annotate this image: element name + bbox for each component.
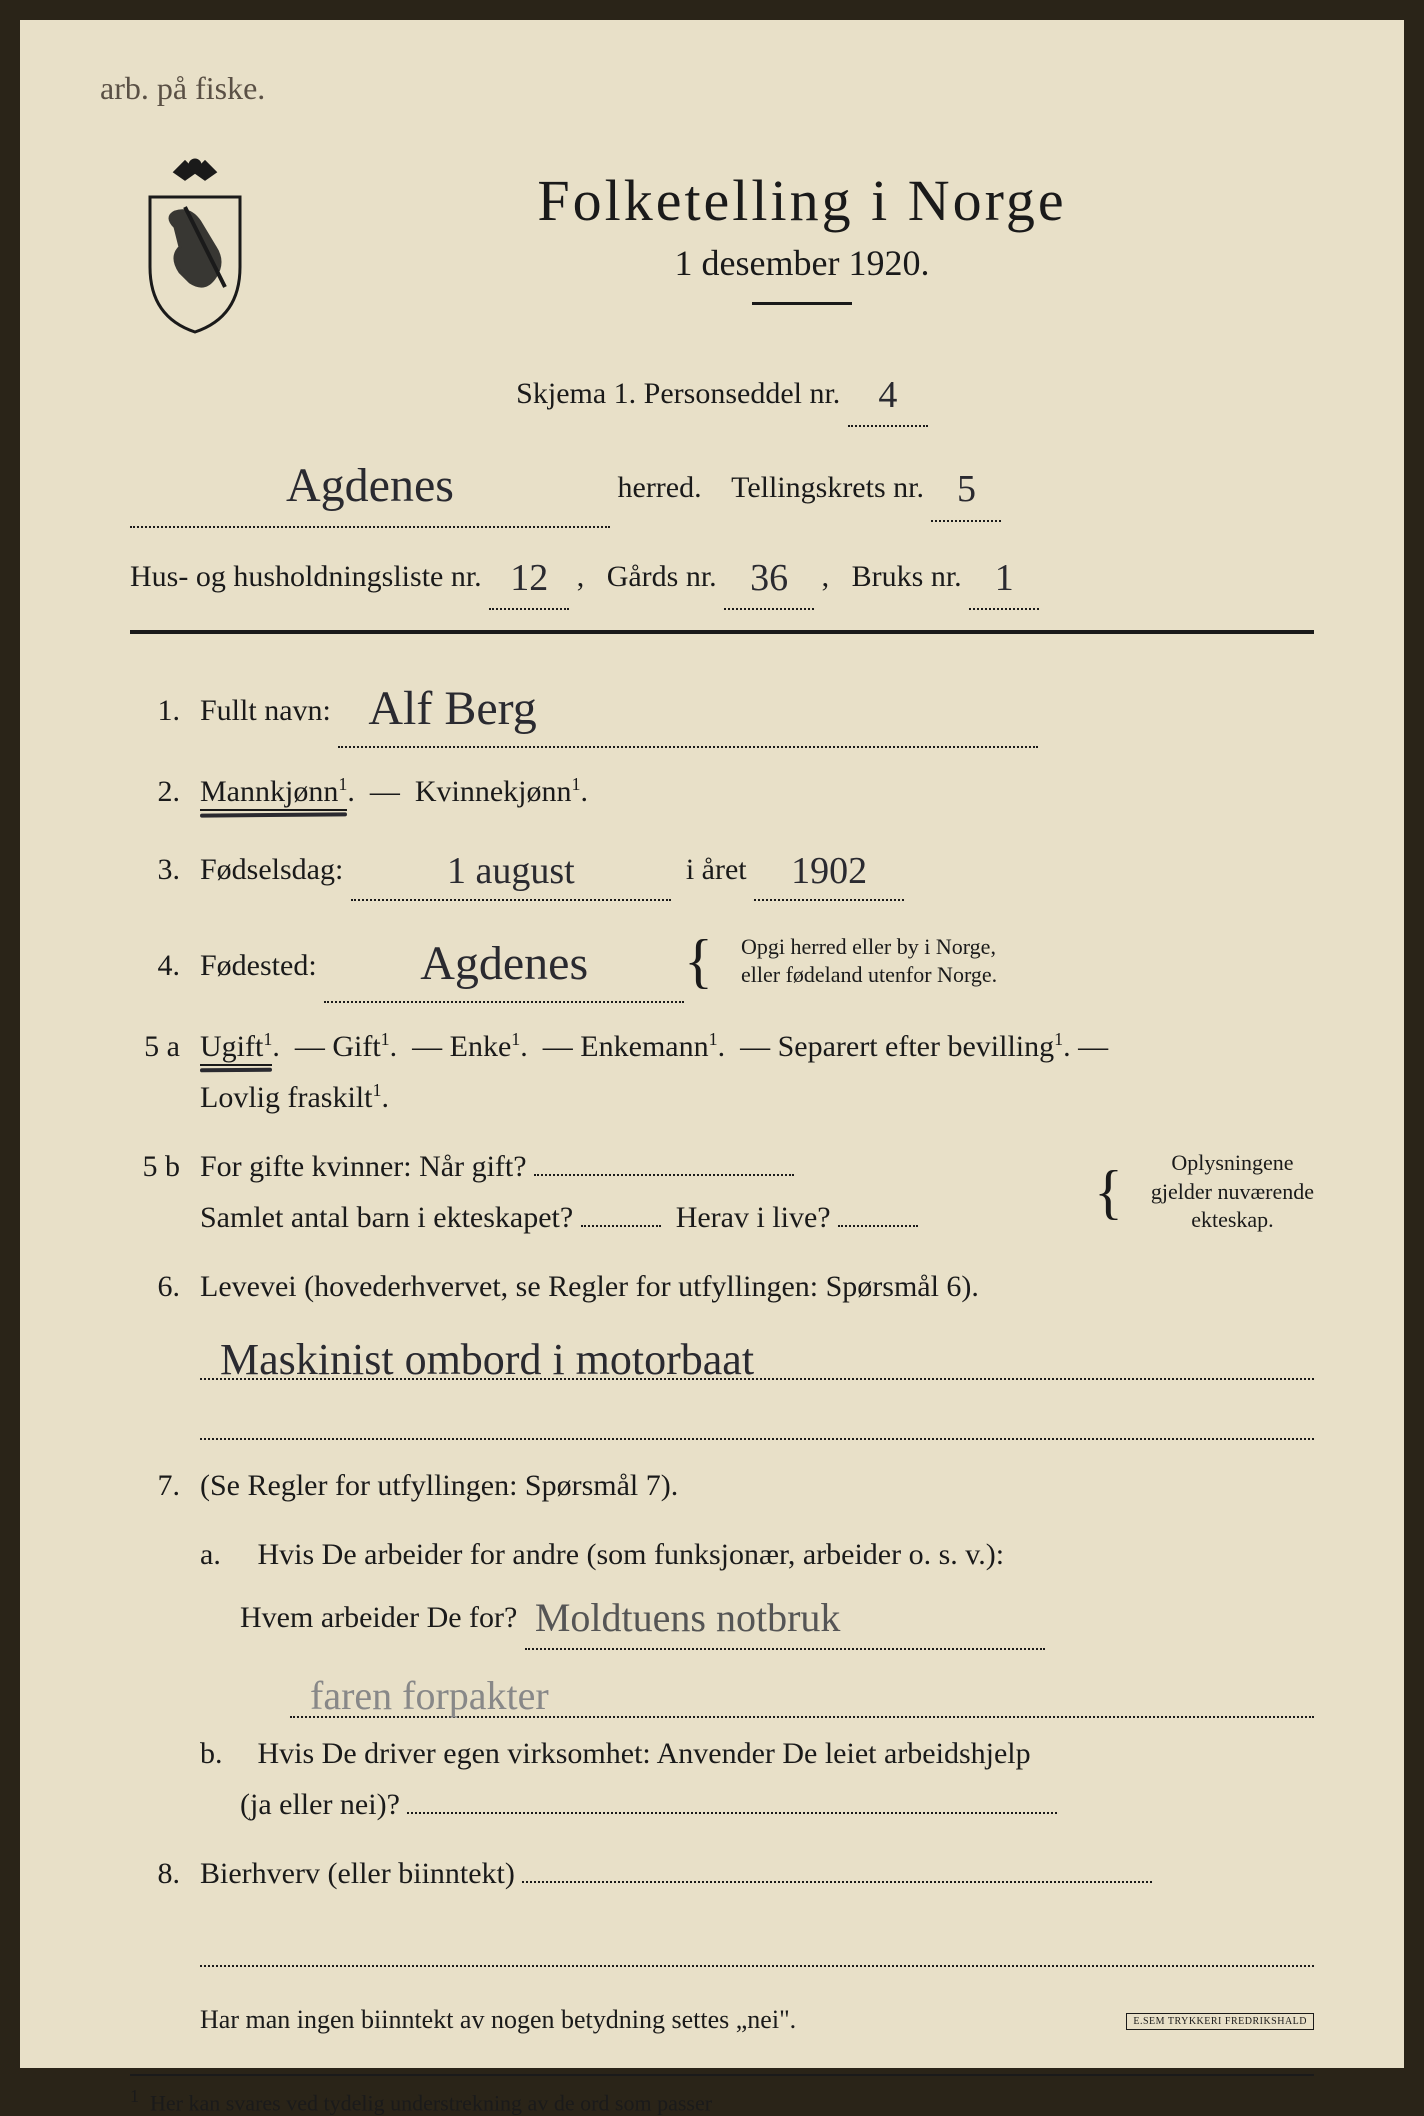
q5a-enkemann: Enkemann bbox=[580, 1030, 708, 1063]
brace-icon: { bbox=[684, 937, 713, 985]
q5b-label2: Samlet antal barn i ekteskapet? bbox=[200, 1201, 573, 1234]
q5b-note: Oplysningene gjelder nuværende ekteskap. bbox=[1151, 1149, 1314, 1235]
bruks-label: Bruks nr. bbox=[852, 560, 962, 593]
gards-label: Gårds nr. bbox=[607, 560, 717, 593]
q6: 6. Levevei (hovederhvervet, se Regler fo… bbox=[130, 1261, 1314, 1312]
q7a-value2: faren forpakter bbox=[310, 1672, 549, 1718]
q5a-enke: Enke bbox=[450, 1030, 512, 1063]
q3-day: 1 august bbox=[447, 850, 575, 892]
q4: 4. Fødested: Agdenes { Opgi herred eller… bbox=[130, 919, 1314, 1003]
q5a-separert: Separert efter bevilling bbox=[778, 1030, 1055, 1063]
document-page: arb. på fiske. Folketelling i Norge 1 de… bbox=[20, 20, 1404, 2068]
margin-note: arb. på fiske. bbox=[100, 70, 1314, 107]
q8-num: 8. bbox=[130, 1848, 200, 1899]
title-rule bbox=[752, 302, 852, 305]
section-rule bbox=[130, 630, 1314, 634]
q5b-label3: Herav i live? bbox=[676, 1201, 831, 1234]
q5b-label1: For gifte kvinner: Når gift? bbox=[200, 1150, 527, 1183]
q5a-fraskilt: Lovlig fraskilt bbox=[200, 1081, 372, 1114]
hus-value: 12 bbox=[510, 557, 548, 599]
q3: 3. Fødselsdag: 1 august i året 1902 bbox=[130, 835, 1314, 902]
hus-line: Hus- og husholdningsliste nr. 12 , Gårds… bbox=[130, 540, 1314, 610]
title-block: Folketelling i Norge 1 desember 1920. bbox=[290, 147, 1314, 335]
q2-kvinne: Kvinnekjønn1 bbox=[415, 775, 581, 808]
herred-value: Agdenes bbox=[286, 459, 454, 512]
q7b-label: Hvis De driver egen virksomhet: Anvender… bbox=[258, 1737, 1031, 1770]
q4-num: 4. bbox=[130, 940, 200, 991]
herred-label: herred. bbox=[618, 471, 702, 504]
q5a-gift: Gift bbox=[332, 1030, 380, 1063]
q3-mid: i året bbox=[686, 853, 747, 886]
printer-mark: E.SEM TRYKKERI FREDRIKSHALD bbox=[1126, 2013, 1314, 2030]
brace-icon: { bbox=[1094, 1168, 1123, 1216]
q7-num: 7. bbox=[130, 1460, 200, 1511]
herred-line: Agdenes herred. Tellingskrets nr. 5 bbox=[130, 439, 1314, 527]
footer-rule bbox=[130, 2074, 1314, 2076]
krets-value: 5 bbox=[957, 468, 976, 510]
coat-of-arms-icon bbox=[130, 157, 260, 337]
q3-num: 3. bbox=[130, 844, 200, 895]
q7a-label: Hvis De arbeider for andre (som funksjon… bbox=[258, 1538, 1005, 1571]
footnote: 1 Her kan svares ved tydelig understrekn… bbox=[130, 2086, 1314, 2116]
q7b: b. Hvis De driver egen virksomhet: Anven… bbox=[130, 1728, 1314, 1830]
q5a-ugift: Ugift1 bbox=[200, 1030, 272, 1066]
q2-mann: Mannkjønn1 bbox=[200, 775, 347, 811]
q6-line1: Maskinist ombord i motorbaat bbox=[200, 1330, 1314, 1380]
q2: 2. Mannkjønn1. — Kvinnekjønn1. bbox=[130, 766, 1314, 817]
bruks-value: 1 bbox=[995, 557, 1014, 599]
q4-value: Agdenes bbox=[420, 937, 588, 990]
q6-label: Levevei (hovederhvervet, se Regler for u… bbox=[200, 1270, 979, 1303]
q5a-num: 5 a bbox=[130, 1021, 200, 1072]
gards-value: 36 bbox=[750, 557, 788, 599]
q1-label: Fullt navn: bbox=[200, 694, 331, 727]
q7-label: (Se Regler for utfyllingen: Spørsmål 7). bbox=[200, 1469, 678, 1502]
schema-line: Skjema 1. Personseddel nr. 4 bbox=[130, 357, 1314, 427]
q6-value: Maskinist ombord i motorbaat bbox=[220, 1334, 754, 1380]
q2-num: 2. bbox=[130, 766, 200, 817]
q5b: 5 b For gifte kvinner: Når gift? Samlet … bbox=[130, 1141, 1314, 1243]
q4-note: Opgi herred eller by i Norge, eller føde… bbox=[741, 933, 997, 990]
schema-label: Skjema 1. Personseddel nr. bbox=[516, 377, 840, 410]
q3-label: Fødselsdag: bbox=[200, 853, 343, 886]
date-line: 1 desember 1920. bbox=[290, 242, 1314, 284]
q7: 7. (Se Regler for utfyllingen: Spørsmål … bbox=[130, 1460, 1314, 1511]
q8: 8. Bierhverv (eller biinntekt) bbox=[130, 1848, 1314, 1899]
hus-label: Hus- og husholdningsliste nr. bbox=[130, 560, 482, 593]
q7a-label2: Hvem arbeider De for? bbox=[200, 1601, 517, 1634]
q3-year: 1902 bbox=[791, 850, 867, 892]
q4-label: Fødested: bbox=[200, 949, 317, 982]
q7a-line2: faren forpakter bbox=[290, 1668, 1314, 1718]
q1-value: Alf Berg bbox=[368, 682, 536, 735]
krets-label: Tellingskrets nr. bbox=[731, 471, 924, 504]
header: Folketelling i Norge 1 desember 1920. bbox=[130, 147, 1314, 337]
q5a: 5 a Ugift1. — Gift1. — Enke1. — Enkemann… bbox=[130, 1021, 1314, 1123]
q6-line2 bbox=[200, 1390, 1314, 1440]
q6-num: 6. bbox=[130, 1261, 200, 1312]
q8-label: Bierhverv (eller biinntekt) bbox=[200, 1857, 515, 1890]
q7b-letter: b. bbox=[200, 1728, 250, 1779]
main-title: Folketelling i Norge bbox=[290, 167, 1314, 234]
q7a-value1: Moldtuens notbruk bbox=[535, 1595, 841, 1640]
q8-line2 bbox=[200, 1917, 1314, 1967]
q1: 1. Fullt navn: Alf Berg bbox=[130, 664, 1314, 748]
q7a-letter: a. bbox=[200, 1529, 250, 1580]
schema-value: 4 bbox=[878, 374, 897, 416]
footnote-text: Her kan svares ved tydelig understreknin… bbox=[150, 2090, 712, 2115]
footnote-num: 1 bbox=[130, 2086, 139, 2106]
q5b-num: 5 b bbox=[130, 1141, 200, 1192]
q7a: a. Hvis De arbeider for andre (som funks… bbox=[130, 1529, 1314, 1650]
q1-num: 1. bbox=[130, 685, 200, 736]
q7b-label2: (ja eller nei)? bbox=[200, 1788, 400, 1821]
